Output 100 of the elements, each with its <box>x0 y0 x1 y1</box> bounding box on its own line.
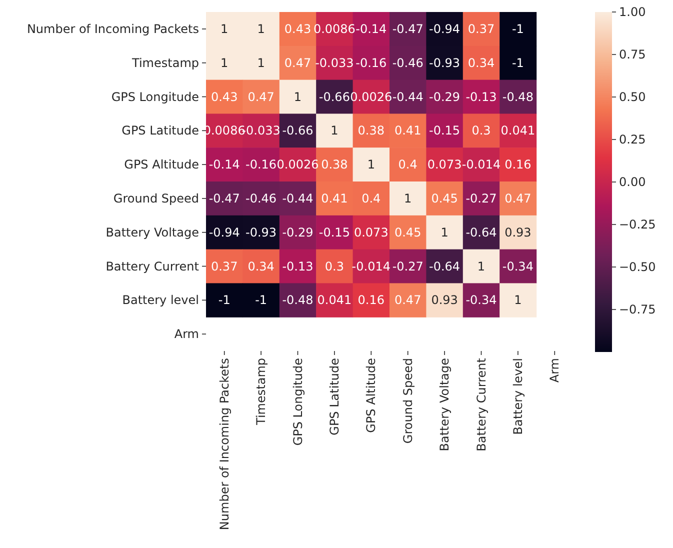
data-label: -0.64 <box>466 225 497 240</box>
data-label: -0.15 <box>318 225 350 240</box>
data-label: -0.34 <box>466 293 497 308</box>
data-label: -1 <box>512 56 524 70</box>
data-label: 0.073 <box>427 158 462 172</box>
data-label: -1 <box>218 293 230 308</box>
data-label: -0.93 <box>246 225 277 240</box>
x-tick-label: GPS Longitude <box>290 358 305 446</box>
x-tick-label: Ground Speed <box>400 358 415 444</box>
y-tick-label: Battery Current <box>106 259 200 274</box>
data-label: 1 <box>294 90 302 104</box>
data-label: -0.34 <box>502 259 534 274</box>
data-label: -1 <box>512 22 524 36</box>
data-label: 1 <box>440 225 448 240</box>
data-label: 0.0026 <box>276 158 319 172</box>
x-tick-label: Timestamp <box>254 358 268 426</box>
data-label: -0.64 <box>429 259 460 274</box>
x-tick-label: Battery Voltage <box>438 358 452 452</box>
data-label: -0.29 <box>282 225 314 240</box>
color-bar-label: −0.50 <box>619 260 656 274</box>
y-tick-label: Battery Voltage <box>106 225 199 240</box>
data-label: 0.45 <box>431 191 458 206</box>
data-label: -0.47 <box>208 191 240 206</box>
y-tick-label: Ground Speed <box>113 191 199 206</box>
data-label: -0.66 <box>318 90 350 104</box>
data-label: -0.27 <box>392 259 424 274</box>
data-label: 0.43 <box>210 90 238 104</box>
data-label: 0.041 <box>317 293 352 308</box>
data-label: -0.27 <box>466 191 497 206</box>
data-label: -0.13 <box>466 90 497 104</box>
data-label: 1 <box>477 259 486 274</box>
data-label: -0.14 <box>208 158 240 172</box>
data-label: -0.014 <box>352 259 390 274</box>
data-label: -0.16 <box>356 56 387 70</box>
data-label: 0.041 <box>500 124 536 138</box>
data-label: -0.14 <box>356 22 387 36</box>
color-bar-label: −0.75 <box>619 302 656 316</box>
x-tick-label: GPS Altitude <box>364 358 378 433</box>
color-bar-label: 0.75 <box>619 48 646 62</box>
data-label: -0.44 <box>282 191 314 206</box>
data-label: -0.48 <box>282 293 314 308</box>
x-tick-label: GPS Latitude <box>327 358 342 436</box>
data-label: 0.43 <box>284 22 312 36</box>
data-label: -0.15 <box>429 124 460 138</box>
color-bar-label: 1.00 <box>619 5 646 19</box>
data-label: -0.94 <box>429 22 460 36</box>
data-label: 1 <box>367 158 375 172</box>
data-label: 0.0086 <box>313 22 356 36</box>
data-label: 0.3 <box>472 124 491 138</box>
data-label: 0.41 <box>321 191 348 206</box>
data-label: 1 <box>404 191 412 206</box>
data-label: 0.16 <box>504 158 532 172</box>
data-label: 0.47 <box>284 56 312 70</box>
data-label: -1 <box>255 293 268 308</box>
y-tick-label: Battery level <box>122 293 199 308</box>
data-label: -0.13 <box>282 259 314 274</box>
y-tick-label: GPS Altitude <box>124 158 199 172</box>
data-label: 1 <box>330 124 338 138</box>
color-bar-label: 0.25 <box>619 132 646 146</box>
data-label: 0.34 <box>248 259 274 274</box>
x-tick-label: Arm <box>548 358 562 383</box>
data-label: 1 <box>220 22 228 36</box>
x-tick-label: Battery Current <box>474 358 488 452</box>
data-label: 0.38 <box>321 158 348 172</box>
data-label: 0.37 <box>210 259 238 274</box>
data-label: 0.3 <box>324 259 344 274</box>
data-label: -0.033 <box>315 56 354 70</box>
data-label: 0.93 <box>431 293 458 308</box>
data-label: 0.16 <box>358 293 385 308</box>
color-bar-label: −0.25 <box>619 218 656 232</box>
data-label: -0.48 <box>502 90 534 104</box>
x-tick-label: Battery level <box>510 358 525 435</box>
data-label: 1 <box>257 56 265 70</box>
data-label: 0.45 <box>394 225 422 240</box>
data-label: -0.66 <box>282 124 314 138</box>
data-label: -0.29 <box>429 90 460 104</box>
data-label: 0.93 <box>504 225 532 240</box>
y-tick-label: Timestamp <box>131 56 199 70</box>
y-tick-label: Number of Incoming Packets <box>26 22 199 36</box>
color-bar-label: 0.50 <box>619 90 646 104</box>
data-label: -0.47 <box>392 22 424 36</box>
data-label: -0.94 <box>208 225 240 240</box>
data-label: 0.47 <box>504 191 532 206</box>
data-label: 1 <box>220 56 228 70</box>
data-label: 0.47 <box>248 90 274 104</box>
data-label: 0.47 <box>394 293 422 308</box>
data-label: -0.93 <box>429 56 460 70</box>
data-label: 0.41 <box>394 124 422 138</box>
y-tick-label: GPS Latitude <box>122 124 199 138</box>
data-label: 0.073 <box>354 225 388 240</box>
y-tick-label: Arm <box>174 327 199 342</box>
data-label: 1 <box>257 22 265 36</box>
data-label: -0.44 <box>392 90 424 104</box>
data-label: -0.46 <box>246 191 277 206</box>
data-label: 0.4 <box>398 158 418 172</box>
data-label: 0.38 <box>358 124 385 138</box>
data-label: 0.4 <box>362 191 381 206</box>
data-label: 1 <box>514 293 522 308</box>
data-label: -0.16 <box>246 158 277 172</box>
y-tick-label: GPS Longitude <box>111 90 199 104</box>
